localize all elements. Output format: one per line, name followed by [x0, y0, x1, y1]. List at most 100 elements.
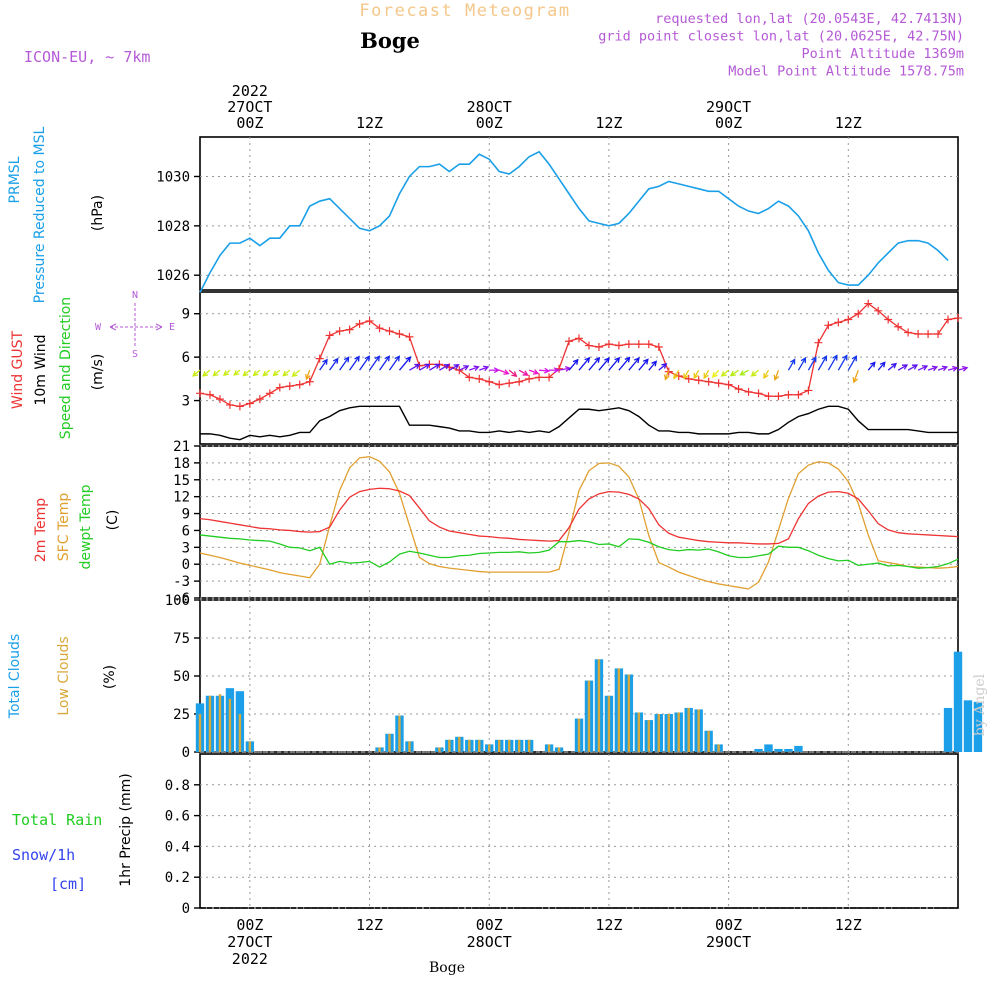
time-label-top: 12Z	[835, 114, 862, 132]
wind-direction-arrowhead	[673, 373, 679, 380]
wind-direction-arrow	[508, 369, 517, 377]
wind-gust-point	[265, 389, 274, 398]
wind-unit: (m/s)	[90, 354, 106, 391]
wind-gust-point	[584, 341, 593, 350]
wind-direction-arrowhead	[614, 356, 621, 363]
wind-direction-arrowhead	[642, 358, 649, 365]
wind-gust-point	[684, 374, 693, 383]
cloud-low-bar	[408, 741, 411, 752]
cloud-low-bar	[617, 668, 621, 752]
wind-gust-point	[934, 329, 943, 338]
wind-direction-arrowhead	[242, 370, 249, 377]
wind-direction-arrowhead	[651, 360, 658, 367]
wind-gust-point	[784, 390, 793, 399]
wind-direction-arrow	[359, 355, 370, 371]
cloud-low-bar	[717, 744, 720, 752]
wind-direction-arrow	[242, 369, 251, 377]
wind-direction-arrowhead	[720, 371, 727, 377]
header-info-line: Model Point Altitude 1578.75m	[728, 64, 964, 80]
wind-direction-arrowhead	[962, 365, 969, 372]
cloud-low-bar	[627, 674, 631, 752]
wind-direction-arrowhead	[252, 370, 259, 377]
wind-gust-point	[515, 377, 524, 386]
time-label-top: 29OCT	[706, 98, 751, 116]
wind-direction-arrow	[528, 369, 539, 374]
wind-direction-arrowhead	[729, 370, 736, 377]
wind-direction-arrow	[817, 355, 827, 371]
y-tick-label: 1026	[156, 268, 190, 284]
wind-direction-arrowhead	[911, 364, 919, 370]
wind-direction-arrowhead	[511, 371, 518, 378]
wind-direction-arrowhead	[322, 358, 328, 365]
wind-direction-arrowhead	[852, 377, 859, 384]
wind-direction-arrowhead	[750, 371, 757, 377]
cloud-low-bar	[248, 741, 252, 752]
wind-direction-arrow	[628, 357, 640, 371]
wind-direction-arrowhead	[712, 371, 718, 379]
wind-direction-arrow	[693, 369, 700, 379]
cloud-low-bar	[208, 695, 212, 752]
cloud-low-bar	[228, 698, 232, 752]
wind-gust-point	[225, 400, 234, 409]
cloud-low-bar	[438, 747, 441, 752]
wind-direction-arrow	[774, 369, 780, 380]
panel-frame-precip	[199, 753, 959, 909]
y-tick-label: 0	[182, 901, 190, 917]
wind-direction-arrowhead	[414, 363, 421, 370]
wind-direction-arrow	[578, 357, 590, 371]
wind-direction-arrowhead	[703, 372, 709, 380]
wind-gust-point	[804, 386, 813, 395]
station-title: Boge	[360, 28, 420, 53]
wind-direction-arrow	[917, 365, 928, 371]
cloud-total-bar	[963, 700, 973, 752]
time-label-bottom: 00Z	[236, 916, 263, 934]
time-label-top: 00Z	[715, 114, 742, 132]
wind-gust-point	[624, 340, 633, 349]
wind-direction-arrowhead	[463, 365, 470, 371]
time-label-bottom: 00Z	[476, 916, 503, 934]
wind-direction-arrow	[498, 369, 509, 375]
wind-direction-arrow	[518, 369, 528, 376]
wind-gust-point	[215, 395, 224, 404]
y-tick-label: 9	[182, 307, 190, 323]
temp-series-dewpt	[199, 534, 959, 569]
wind-direction-arrow	[957, 367, 968, 371]
cloud-low-bar	[448, 739, 451, 752]
wind-direction-arrowhead	[522, 370, 529, 376]
wind-direction-arrow	[853, 369, 859, 383]
wind-direction-arrowhead	[664, 374, 670, 381]
wind-direction-arrow	[827, 355, 838, 371]
wind-gust-point	[535, 373, 544, 382]
wind-direction-arrowhead	[222, 370, 230, 376]
wind-direction-arrow	[202, 369, 211, 377]
wind-direction-arrow	[292, 369, 301, 377]
cloud-low-bar	[657, 714, 660, 752]
wind-direction-arrow	[558, 367, 571, 371]
wind-gust-point	[824, 321, 833, 330]
wind-direction-arrow	[867, 361, 876, 371]
y-tick-label: -6	[173, 591, 190, 607]
wind-direction-arrowhead	[364, 355, 371, 362]
wind-direction-arrow	[683, 369, 690, 379]
wind-direction-arrow	[329, 358, 339, 371]
cloud-low-bar	[607, 695, 611, 752]
cloud-low-bar	[218, 694, 222, 752]
wind-direction-arrow	[927, 366, 938, 371]
cloud-total-bar	[973, 701, 983, 752]
cloud-total-bar	[953, 651, 963, 752]
y-tick-label: 0	[182, 557, 190, 573]
wind-direction-arrowhead	[532, 369, 540, 375]
wind-direction-arrowhead	[354, 355, 360, 362]
time-label-bottom: 27OCT	[227, 933, 272, 951]
compass-s: S	[132, 349, 138, 360]
wind-direction-arrow	[419, 363, 430, 371]
pressure-label-2: Pressure Reduced to MSL	[32, 126, 48, 303]
cloud-low-bar	[388, 733, 391, 752]
wind-gust-point	[794, 390, 803, 399]
wind-gust-point	[295, 380, 304, 389]
wind-direction-arrow	[192, 369, 201, 377]
wind-direction-arrowhead	[343, 356, 350, 363]
wind-direction-arrow	[618, 357, 630, 371]
wind-gust-point	[644, 340, 653, 349]
y-tick-label: 100	[165, 593, 190, 609]
